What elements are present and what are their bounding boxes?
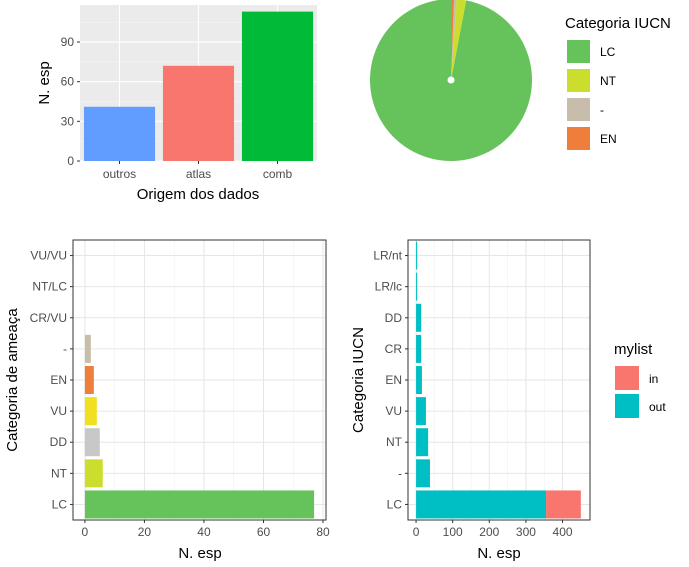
y-tick-label-lc: LC	[52, 497, 68, 511]
panel-ameaca-x-ticks: 0 20 40 60 80	[82, 520, 330, 539]
panel-iucn-bars	[416, 241, 581, 519]
panel-iucn-x-ticks: 0 100 200 300 400	[413, 520, 573, 539]
y-tick-label-nt-lc: NT/LC	[32, 280, 67, 294]
panel-ameaca-x-title: N. esp	[178, 545, 221, 562]
legend-label-out: out	[649, 400, 666, 414]
panel-origem-x-ticks: outros atlas comb	[103, 161, 293, 181]
bar-lc-in	[546, 490, 581, 519]
panel-origem-bars	[83, 11, 314, 162]
panel-ameaca: VU/VU NT/LC CR/VU - EN VU DD NT LC 0 20 40 60 80 N. …	[4, 239, 330, 562]
y-tick-label-en: EN	[50, 373, 67, 387]
legend-key-lc	[567, 40, 590, 63]
y-tick-label-cr: CR	[385, 342, 403, 356]
y-tick-label-nt: NT	[386, 435, 403, 449]
panel-iucn-y-ticks: LR/nt LR/lc DD CR EN VU NT - LC	[373, 249, 408, 511]
y-tick-label: 60	[61, 75, 75, 89]
y-tick-label-nt: NT	[51, 466, 68, 480]
bar-lc	[84, 490, 315, 519]
x-tick-label: 0	[82, 525, 89, 539]
mylist-legend-title: mylist	[614, 341, 653, 358]
x-tick-label: 200	[479, 525, 499, 539]
bar-dash	[84, 334, 91, 363]
bar-atlas	[162, 65, 235, 161]
x-tick-label: 40	[197, 525, 211, 539]
bar-lr-nt-out	[416, 241, 418, 270]
bar-vu	[84, 397, 97, 426]
legend-key-en	[567, 127, 590, 150]
y-tick-label-dash: -	[63, 342, 67, 356]
pie-slice-en	[451, 0, 455, 80]
x-tick-label-comb: comb	[263, 167, 293, 181]
legend-key-nt	[567, 69, 590, 92]
legend-label-en: EN	[600, 132, 617, 146]
legend-label-dash: -	[600, 103, 604, 117]
bar-nt-out	[416, 428, 429, 457]
x-tick-label: 400	[553, 525, 573, 539]
y-tick-label-lr-lc: LR/lc	[375, 280, 402, 294]
pie-slice-nt	[451, 0, 467, 80]
legend-key-dash	[567, 98, 590, 121]
legend-key-out	[615, 394, 639, 418]
x-tick-label: 20	[138, 525, 152, 539]
panel-origem-y-ticks: 0 30 60 90	[61, 35, 80, 168]
y-tick-label-dash: -	[398, 466, 402, 480]
x-tick-label: 60	[257, 525, 271, 539]
panel-iucn-mylist: LR/nt LR/lc DD CR EN VU NT - LC 0 100 200 300 400 N.…	[350, 239, 666, 562]
bar-comb	[241, 11, 314, 162]
pie-legend-title: Categoria IUCN	[565, 15, 671, 32]
bar-dash-out	[416, 459, 430, 488]
x-tick-label: 100	[443, 525, 463, 539]
y-tick-label-lr-nt: LR/nt	[373, 249, 402, 263]
x-tick-label-atlas: atlas	[186, 167, 211, 181]
bar-nt	[84, 459, 103, 488]
y-tick-label-dd: DD	[50, 435, 68, 449]
y-tick-label-en: EN	[385, 373, 402, 387]
panel-iucn-y-title: Categoria IUCN	[350, 327, 367, 433]
panel-pie: Categoria IUCN LC NT - EN	[370, 0, 671, 161]
y-tick-label-vu: VU	[50, 404, 67, 418]
pie-legend: LC NT - EN	[567, 40, 617, 150]
x-tick-label: 80	[316, 525, 330, 539]
bar-cr-out	[416, 334, 422, 363]
x-tick-label: 0	[413, 525, 420, 539]
panel-ameaca-bars	[84, 334, 315, 519]
bar-lr-lc-out	[416, 272, 418, 301]
bar-outros	[83, 106, 156, 161]
bar-dd	[84, 428, 100, 457]
bar-lc-out	[416, 490, 547, 519]
bar-vu-out	[416, 397, 426, 426]
x-tick-label-outros: outros	[103, 167, 136, 181]
y-tick-label: 90	[61, 35, 75, 49]
y-tick-label-dd: DD	[385, 311, 403, 325]
y-tick-label-cr-vu: CR/VU	[30, 311, 67, 325]
bar-en	[84, 366, 94, 394]
mylist-legend: in out	[615, 366, 666, 418]
pie-center-dot	[447, 76, 455, 84]
legend-label-nt: NT	[600, 74, 617, 88]
y-tick-label-vu: VU	[385, 404, 402, 418]
panel-iucn-x-title: N. esp	[477, 545, 520, 562]
panel-origem-x-title: Origem dos dados	[137, 186, 260, 203]
x-tick-label: 300	[516, 525, 536, 539]
panel-origem: 0 30 60 90 outros atlas comb Origem dos dados…	[36, 5, 317, 203]
legend-label-lc: LC	[600, 45, 616, 59]
panel-origem-y-title: N. esp	[36, 61, 53, 104]
bar-en-out	[416, 366, 422, 394]
y-tick-label-vu-vu: VU/VU	[30, 249, 67, 263]
y-tick-label-lc: LC	[387, 497, 403, 511]
bar-dd-out	[416, 303, 422, 332]
legend-key-in	[615, 366, 639, 390]
panel-ameaca-y-title: Categoria de ameaça	[4, 308, 21, 452]
y-tick-label: 30	[61, 114, 75, 128]
legend-label-in: in	[649, 372, 658, 386]
panel-ameaca-y-ticks: VU/VU NT/LC CR/VU - EN VU DD NT LC	[30, 249, 73, 511]
pie-slice-dash	[451, 0, 457, 80]
y-tick-label: 0	[67, 154, 74, 168]
